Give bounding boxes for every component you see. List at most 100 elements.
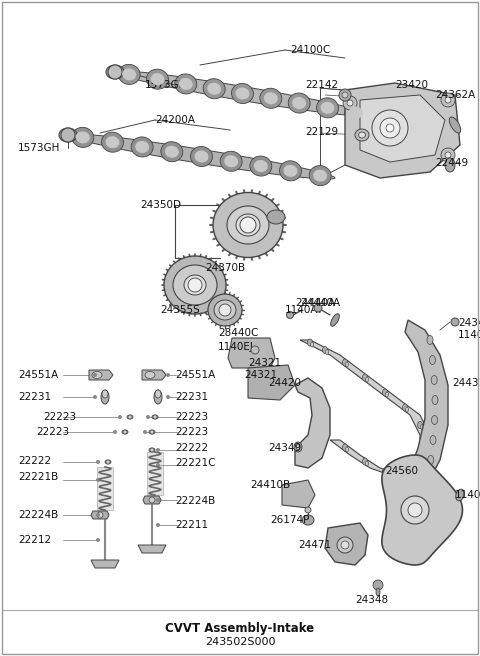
- Ellipse shape: [254, 160, 268, 172]
- Ellipse shape: [305, 507, 311, 513]
- Ellipse shape: [355, 129, 369, 141]
- Circle shape: [96, 513, 100, 517]
- Ellipse shape: [191, 146, 213, 167]
- Ellipse shape: [102, 390, 108, 398]
- Circle shape: [149, 497, 155, 503]
- Ellipse shape: [203, 79, 225, 99]
- Ellipse shape: [343, 444, 348, 451]
- Ellipse shape: [122, 430, 128, 434]
- Text: 24100C: 24100C: [290, 45, 330, 55]
- Circle shape: [118, 415, 122, 419]
- Circle shape: [188, 278, 202, 292]
- Ellipse shape: [346, 362, 348, 367]
- Ellipse shape: [431, 375, 437, 384]
- Ellipse shape: [422, 444, 428, 451]
- Polygon shape: [91, 511, 109, 519]
- Ellipse shape: [451, 318, 459, 326]
- Circle shape: [150, 448, 154, 452]
- Circle shape: [386, 124, 394, 132]
- Text: 24350D: 24350D: [140, 200, 181, 210]
- Ellipse shape: [385, 471, 388, 476]
- Ellipse shape: [365, 377, 369, 382]
- Ellipse shape: [102, 132, 123, 152]
- Ellipse shape: [279, 161, 301, 181]
- Ellipse shape: [106, 136, 120, 148]
- Polygon shape: [142, 370, 166, 380]
- Ellipse shape: [288, 93, 310, 113]
- Ellipse shape: [165, 146, 179, 157]
- Polygon shape: [248, 365, 295, 400]
- Text: 24551A: 24551A: [18, 370, 58, 380]
- Text: 1573GH: 1573GH: [18, 143, 60, 153]
- Circle shape: [106, 460, 110, 464]
- Polygon shape: [228, 338, 275, 368]
- Polygon shape: [295, 378, 330, 468]
- Text: 24321: 24321: [244, 370, 277, 380]
- Ellipse shape: [359, 132, 365, 138]
- Circle shape: [61, 128, 75, 142]
- Polygon shape: [282, 480, 315, 508]
- Ellipse shape: [149, 448, 155, 452]
- Ellipse shape: [302, 515, 314, 525]
- Circle shape: [445, 152, 451, 158]
- Ellipse shape: [456, 489, 464, 501]
- Ellipse shape: [151, 73, 165, 85]
- Text: 22231: 22231: [18, 392, 51, 402]
- Ellipse shape: [267, 210, 285, 224]
- Ellipse shape: [213, 192, 283, 258]
- Polygon shape: [300, 340, 430, 475]
- Polygon shape: [138, 545, 166, 553]
- Polygon shape: [325, 523, 368, 565]
- Ellipse shape: [420, 424, 423, 430]
- Ellipse shape: [287, 312, 293, 319]
- Ellipse shape: [250, 156, 272, 176]
- Circle shape: [96, 538, 100, 542]
- Circle shape: [441, 93, 455, 107]
- Circle shape: [97, 512, 103, 518]
- Ellipse shape: [418, 462, 422, 468]
- Text: 24410B: 24410B: [250, 480, 290, 490]
- Text: 1140EP: 1140EP: [458, 330, 480, 340]
- Ellipse shape: [343, 359, 348, 366]
- Ellipse shape: [425, 476, 431, 485]
- Ellipse shape: [385, 392, 388, 397]
- Ellipse shape: [365, 461, 369, 466]
- Circle shape: [380, 118, 400, 138]
- Circle shape: [166, 373, 170, 377]
- FancyBboxPatch shape: [97, 467, 113, 510]
- Ellipse shape: [175, 74, 197, 94]
- Text: 22224B: 22224B: [175, 496, 215, 506]
- Polygon shape: [360, 95, 445, 162]
- Ellipse shape: [309, 165, 331, 186]
- Text: 22221B: 22221B: [18, 472, 58, 482]
- Text: 22129: 22129: [305, 127, 338, 137]
- Circle shape: [153, 415, 157, 419]
- Ellipse shape: [118, 64, 140, 85]
- Text: 22223: 22223: [36, 427, 69, 437]
- Ellipse shape: [432, 415, 438, 424]
- Ellipse shape: [227, 206, 269, 244]
- Ellipse shape: [430, 356, 435, 365]
- Circle shape: [401, 496, 429, 524]
- Ellipse shape: [236, 87, 250, 100]
- Ellipse shape: [425, 447, 429, 452]
- Text: 1140ER: 1140ER: [455, 490, 480, 500]
- Ellipse shape: [345, 102, 367, 123]
- Ellipse shape: [184, 275, 206, 295]
- Circle shape: [93, 395, 97, 399]
- Ellipse shape: [106, 65, 124, 79]
- Ellipse shape: [214, 300, 236, 320]
- Text: 1140AT: 1140AT: [285, 305, 324, 315]
- Circle shape: [156, 463, 160, 467]
- Circle shape: [96, 460, 100, 464]
- Ellipse shape: [427, 335, 433, 344]
- Polygon shape: [382, 455, 463, 565]
- Ellipse shape: [362, 458, 368, 465]
- Circle shape: [219, 304, 231, 316]
- Ellipse shape: [323, 346, 327, 354]
- Ellipse shape: [403, 469, 408, 476]
- Ellipse shape: [325, 350, 328, 354]
- Text: 1573GH: 1573GH: [145, 80, 187, 90]
- Circle shape: [342, 92, 348, 98]
- Ellipse shape: [152, 415, 158, 419]
